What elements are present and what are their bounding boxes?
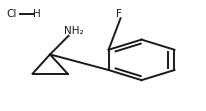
Text: Cl: Cl bbox=[7, 9, 17, 19]
Text: NH₂: NH₂ bbox=[64, 26, 83, 36]
Text: F: F bbox=[115, 9, 121, 19]
Text: H: H bbox=[33, 9, 40, 19]
